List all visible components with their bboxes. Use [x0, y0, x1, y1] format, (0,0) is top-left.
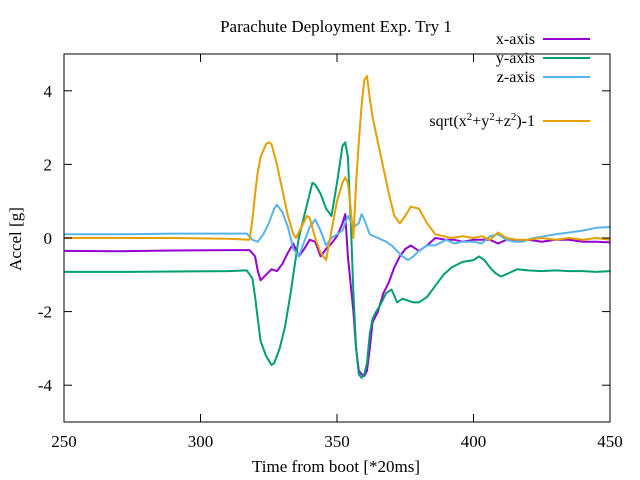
y-tick-label: -4	[38, 376, 53, 395]
y-tick-label: 4	[44, 82, 53, 101]
series-line-z-axis	[64, 203, 611, 262]
series-line-x-axis	[63, 213, 611, 377]
y-tick-label: 2	[44, 155, 53, 174]
legend-label-magnitude: sqrt(x2+y2+z2)-1	[429, 111, 535, 130]
x-tick-label: 350	[324, 432, 350, 451]
legend-label-z-axis: z-axis	[497, 69, 535, 86]
legend: x-axis y-axis z-axis sqrt(x2+y2+z2)-1	[429, 31, 590, 130]
series-line-magnitude	[64, 75, 611, 262]
legend-label-y-axis: y-axis	[496, 50, 535, 67]
ticks-layer: 250 300 350 400 450 -4 -2 0 2 4	[38, 54, 623, 451]
x-tick-label: 300	[188, 432, 214, 451]
series-line-y-axis	[64, 141, 611, 379]
y-tick-label: 0	[44, 229, 53, 248]
x-axis-label: Time from boot [*20ms]	[252, 457, 420, 476]
y-axis-label: Accel [g]	[6, 207, 25, 271]
legend-label-x-axis: x-axis	[496, 31, 535, 48]
x-tick-label: 400	[461, 432, 487, 451]
y-tick-label: -2	[38, 303, 52, 322]
x-tick-label: 250	[51, 432, 77, 451]
x-tick-label: 450	[597, 432, 623, 451]
series-layer	[63, 75, 611, 379]
chart-title: Parachute Deployment Exp. Try 1	[220, 17, 452, 36]
